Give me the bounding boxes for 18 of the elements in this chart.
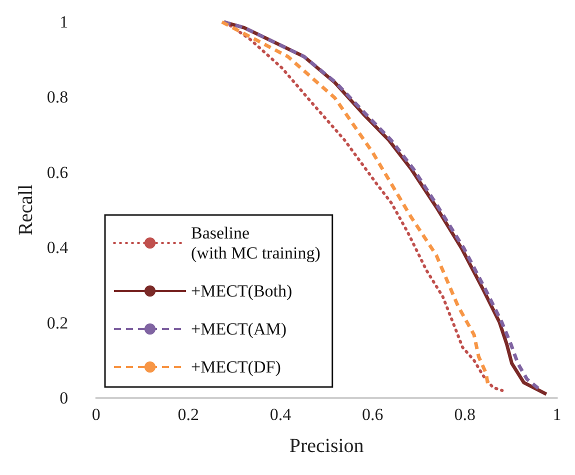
x-tick-label: 0 — [92, 405, 100, 424]
x-tick-label: 0.8 — [454, 405, 476, 424]
x-tick-label: 0.4 — [270, 405, 292, 424]
y-tick-label: 1 — [60, 12, 68, 32]
y-tick-label: 0.4 — [46, 238, 69, 258]
x-tick-label: 1 — [552, 405, 562, 424]
legend-label: Baseline (with MC training) — [191, 224, 320, 262]
x-tick-label: 0.6 — [362, 405, 384, 424]
legend-label: +MECT(DF) — [191, 358, 281, 376]
x-tick-label: 0.2 — [178, 405, 199, 424]
y-tick-label: 0.2 — [46, 313, 68, 332]
y-tick-label: 0 — [60, 388, 68, 408]
legend-label: +MECT(AM) — [191, 320, 287, 338]
y-axis-title: Recall — [15, 184, 37, 236]
legend-label: +MECT(Both) — [191, 282, 292, 300]
y-tick-label: 0.8 — [46, 88, 68, 107]
y-tick-label: 0.6 — [46, 162, 68, 182]
x-axis-title: Precision — [289, 435, 364, 457]
